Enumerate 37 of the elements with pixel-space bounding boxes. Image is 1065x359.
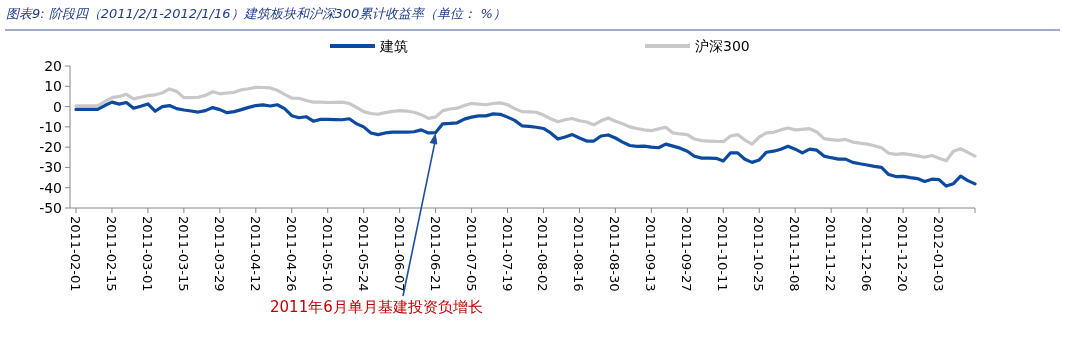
x-tick-label: 2011-04-26 — [283, 216, 299, 292]
x-tick-label: 2012-01-03 — [931, 216, 947, 292]
x-tick-label: 2011-12-20 — [895, 216, 911, 292]
legend-label: 建筑 — [379, 38, 408, 54]
x-tick-label: 2011-07-19 — [499, 216, 515, 292]
x-tick-label: 2011-04-12 — [247, 216, 263, 292]
x-tick-label: 2011-05-10 — [319, 216, 335, 292]
x-tick-label: 2011-11-22 — [823, 216, 839, 292]
x-tick-label: 2011-10-25 — [751, 216, 767, 292]
y-tick-label: -10 — [39, 118, 62, 135]
x-tick-label: 2011-06-07 — [391, 216, 407, 292]
x-tick-label: 2011-05-24 — [355, 216, 371, 292]
x-tick-label: 2011-07-05 — [463, 216, 479, 292]
x-tick-label: 2011-08-02 — [535, 216, 551, 292]
x-tick-label: 2011-03-01 — [139, 216, 155, 292]
y-tick-label: 0 — [53, 98, 62, 115]
y-tick-label: -40 — [39, 179, 62, 196]
x-tick-label: 2011-09-13 — [643, 216, 659, 292]
x-tick-label: 2011-02-15 — [103, 216, 119, 292]
x-tick-label: 2011-08-16 — [571, 216, 587, 292]
y-tick-label: 20 — [44, 58, 62, 74]
x-tick-label: 2011-03-29 — [211, 216, 227, 292]
x-tick-label: 2011-02-01 — [68, 216, 83, 292]
x-tick-label: 2011-08-30 — [607, 216, 623, 292]
x-tick-label: 2011-06-21 — [427, 216, 443, 292]
annotation: 2011年6月单月基建投资负增长 — [270, 298, 483, 316]
y-tick-label: -30 — [39, 159, 62, 176]
x-tick-label: 2011-09-27 — [679, 216, 695, 292]
x-tick-label: 2011-11-08 — [787, 216, 803, 292]
y-tick-label: -20 — [39, 139, 62, 156]
x-tick-label: 2011-03-15 — [175, 216, 191, 292]
legend-label: 沪深300 — [695, 38, 750, 54]
y-tick-label: -50 — [39, 200, 62, 216]
y-tick-label: 10 — [44, 78, 62, 95]
chart-title: 图表9: 阶段四（2011/2/1-2012/1/16）建筑板块和沪深300累计收益率（单位： %） — [6, 6, 506, 21]
x-tick-label: 2011-12-06 — [859, 216, 875, 292]
x-tick-label: 2011-10-11 — [715, 216, 731, 292]
